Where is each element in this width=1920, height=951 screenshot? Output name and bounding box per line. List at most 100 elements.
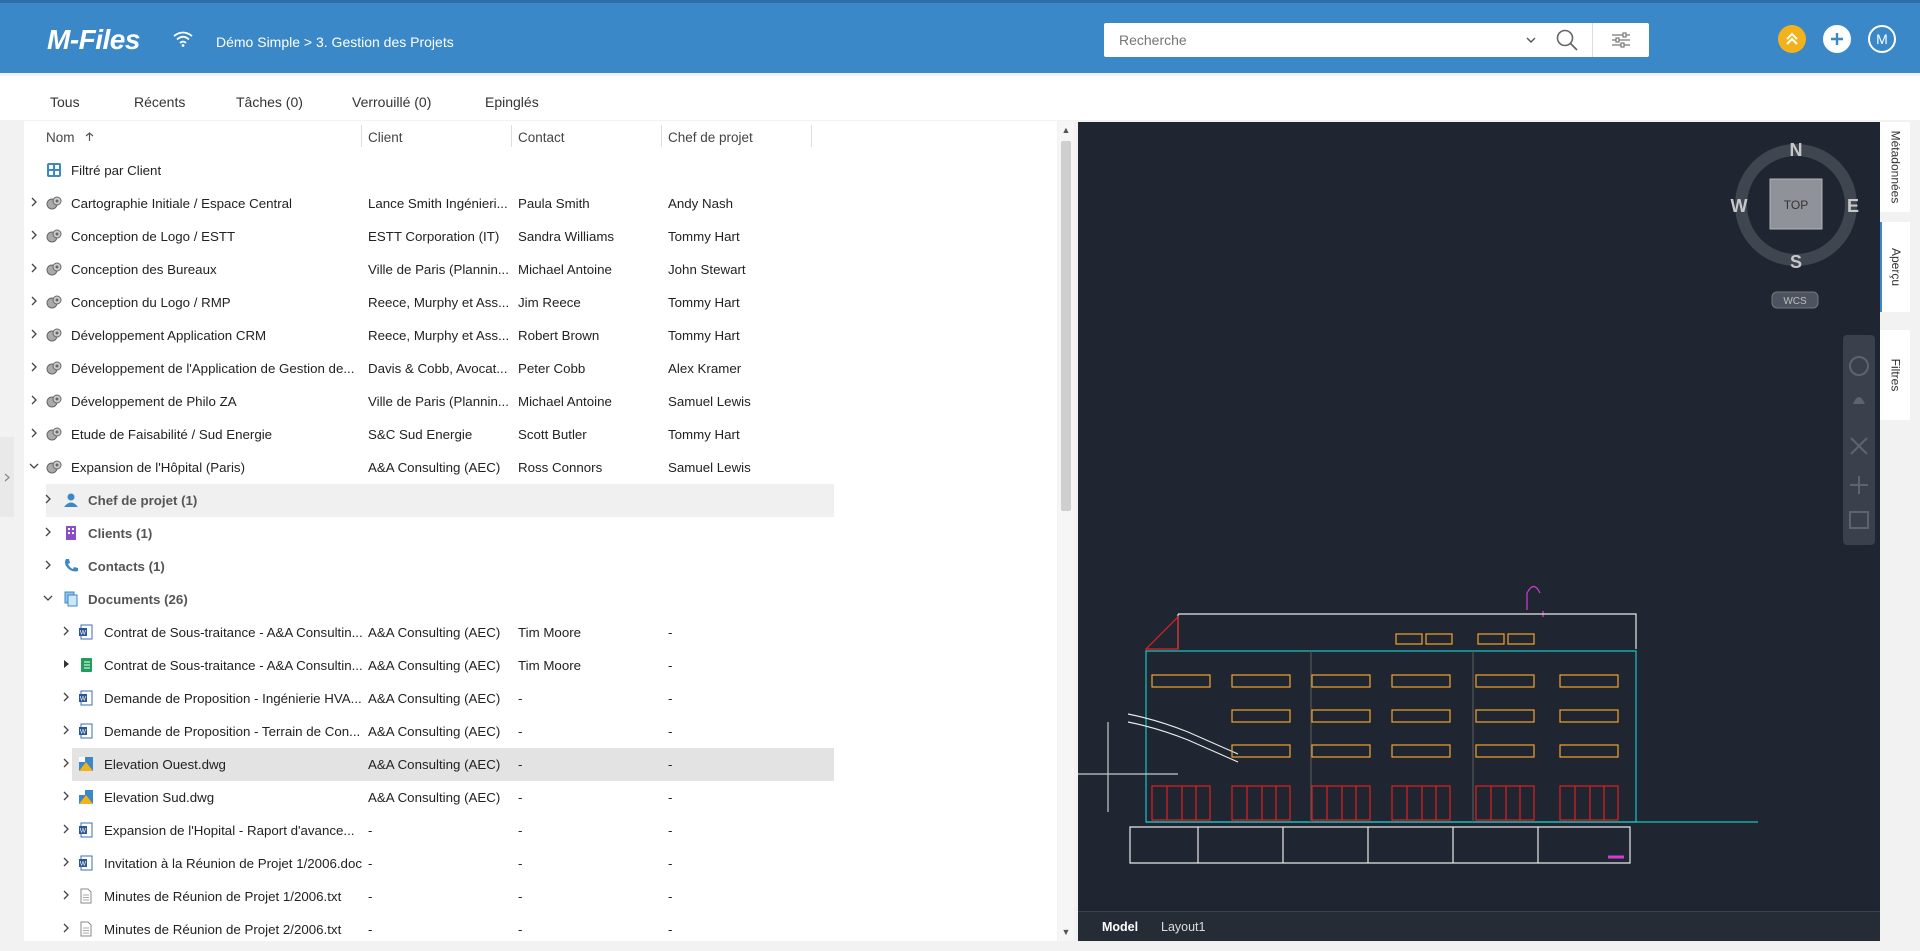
expand-chevron-icon[interactable] (43, 560, 53, 570)
expand-chevron-icon[interactable] (61, 923, 71, 933)
document-row[interactable]: Contrat de Sous-traitance - A&A Consulti… (24, 649, 834, 682)
mfiles-logo[interactable]: M-Files (47, 24, 140, 55)
search-options-dropdown[interactable] (1520, 33, 1542, 47)
column-chef-de-projet[interactable]: Chef de projet (668, 130, 753, 145)
list-scrollbar[interactable]: ▲ ▼ (1058, 121, 1074, 941)
group-row[interactable]: Clients (1) (43, 517, 834, 550)
tab-layout1[interactable]: Layout1 (1161, 920, 1206, 934)
view-tabs: Tous Récents Tâches (0) Verrouillé (0) E… (0, 76, 1920, 120)
notifications-button[interactable] (1778, 25, 1806, 53)
tab-taches[interactable]: Tâches (0) (236, 94, 303, 110)
document-row[interactable]: Elevation Sud.dwg A&A Consulting (AEC) -… (24, 781, 834, 814)
tab-verrouille[interactable]: Verrouillé (0) (352, 94, 432, 110)
group-row[interactable]: Contacts (1) (43, 550, 834, 583)
collapse-chevron-icon[interactable] (43, 593, 53, 603)
filter-sliders-icon (1612, 32, 1630, 48)
table-row[interactable]: Développement de l'Application de Gestio… (24, 352, 834, 385)
connection-icon (173, 31, 193, 47)
scroll-down-arrow[interactable]: ▼ (1061, 927, 1071, 937)
expand-chevron-icon[interactable] (29, 362, 39, 372)
sort-ascending-icon (85, 132, 94, 141)
document-contact: - (518, 724, 523, 739)
column-nom[interactable]: Nom (46, 130, 94, 145)
expand-chevron-icon[interactable] (29, 230, 39, 240)
column-contact[interactable]: Contact (518, 130, 565, 145)
collapse-chevron-icon[interactable] (29, 461, 39, 471)
expand-chevron-icon[interactable] (29, 395, 39, 405)
table-row[interactable]: Développement de Philo ZA Ville de Paris… (24, 385, 834, 418)
tab-metadonnees[interactable]: Métadonnées (1880, 122, 1910, 212)
search-input[interactable] (1104, 23, 1520, 57)
scroll-up-arrow[interactable]: ▲ (1061, 125, 1071, 135)
preview-pane: TOP N E S W WCS (1078, 122, 1880, 941)
user-menu-button[interactable]: M (1868, 25, 1896, 53)
table-row[interactable]: Conception de Logo / ESTT ESTT Corporati… (24, 220, 834, 253)
expand-chevron-icon[interactable] (29, 197, 39, 207)
column-divider[interactable] (511, 125, 512, 147)
document-chef: - (668, 889, 673, 904)
scroll-thumb[interactable] (1061, 141, 1071, 511)
document-row[interactable]: W Demande de Proposition - Ingénierie HVA… (24, 682, 834, 715)
cad-drawing[interactable]: TOP N E S W WCS (1078, 122, 1880, 911)
filter-row[interactable]: Filtré par Client (24, 154, 834, 187)
expand-chevron-icon[interactable] (61, 824, 71, 834)
group-row[interactable]: Chef de projet (1) (43, 484, 834, 517)
tab-model[interactable]: Model (1102, 920, 1139, 934)
tab-tous[interactable]: Tous (50, 94, 80, 110)
table-row[interactable]: Développement Application CRM Reece, Mur… (24, 319, 834, 352)
right-side-tabs: Métadonnées Aperçu Filtres (1880, 122, 1920, 941)
column-client[interactable]: Client (368, 130, 403, 145)
expand-chevron-icon[interactable] (61, 758, 71, 768)
expand-chevron-icon[interactable] (61, 725, 71, 735)
expand-chevron-icon[interactable] (61, 857, 71, 867)
column-divider[interactable] (361, 125, 362, 147)
table-row[interactable]: Conception des Bureaux Ville de Paris (P… (24, 253, 834, 286)
navigation-toolbar[interactable] (1843, 335, 1875, 545)
document-row[interactable]: Minutes de Réunion de Projet 1/2006.txt … (24, 880, 834, 913)
create-new-button[interactable] (1823, 25, 1851, 53)
tab-apercu[interactable]: Aperçu (1880, 222, 1910, 312)
expand-chevron-icon[interactable] (29, 428, 39, 438)
document-contact: Tim Moore (518, 625, 582, 640)
document-row[interactable]: W Demande de Proposition - Terrain de Con… (24, 715, 834, 748)
search-button[interactable] (1542, 23, 1592, 57)
expand-chevron-icon[interactable] (29, 263, 39, 273)
group-row[interactable]: Documents (26) (43, 583, 834, 616)
expand-chevron-icon[interactable] (61, 692, 71, 702)
tab-filtres[interactable]: Filtres (1880, 330, 1910, 420)
row-name: Développement de Philo ZA (71, 394, 237, 409)
breadcrumb[interactable]: Démo Simple > 3. Gestion des Projets (216, 34, 454, 50)
expand-chevron-icon[interactable] (43, 527, 53, 537)
document-name: Expansion de l'Hopital - Raport d'avance… (104, 823, 355, 838)
document-row[interactable]: Minutes de Réunion de Projet 2/2006.txt … (24, 913, 834, 941)
table-row[interactable]: Etude de Faisabilité / Sud Energie S&C S… (24, 418, 834, 451)
document-row[interactable]: Elevation Ouest.dwg A&A Consulting (AEC)… (63, 748, 834, 781)
document-row[interactable]: W Invitation à la Réunion de Projet 1/200… (24, 847, 834, 880)
table-row[interactable]: Conception du Logo / RMP Reece, Murphy e… (24, 286, 834, 319)
advanced-search-button[interactable] (1593, 23, 1649, 57)
expand-chevron-icon[interactable] (61, 791, 71, 801)
expand-chevron-icon[interactable] (61, 890, 71, 900)
svg-text:W: W (80, 696, 87, 703)
layout-tab-bar: Model Layout1 (1078, 911, 1880, 941)
viewcube-compass[interactable]: TOP N E S W WCS (1731, 140, 1860, 309)
row-contact: Sandra Williams (518, 229, 615, 244)
table-row[interactable]: Cartographie Initiale / Espace Central L… (24, 187, 834, 220)
expand-chevron-icon[interactable] (29, 296, 39, 306)
search-divider (1592, 23, 1593, 57)
expand-chevron-icon[interactable] (29, 329, 39, 339)
column-divider[interactable] (811, 125, 812, 147)
filter-label: Filtré par Client (71, 163, 162, 178)
column-divider[interactable] (661, 125, 662, 147)
tab-recents[interactable]: Récents (134, 94, 186, 110)
document-row[interactable]: W Expansion de l'Hopital - Raport d'avanc… (24, 814, 834, 847)
expand-chevron-icon[interactable] (43, 494, 53, 504)
row-name: Conception de Logo / ESTT (71, 229, 236, 244)
tab-epingles[interactable]: Epinglés (485, 94, 539, 110)
expand-chevron-icon[interactable] (61, 626, 71, 636)
left-pane-toggle[interactable] (0, 437, 14, 517)
document-row[interactable]: W Contrat de Sous-traitance - A&A Consult… (24, 616, 834, 649)
expand-arrow-icon[interactable] (61, 659, 71, 669)
chevrons-up-icon (1786, 32, 1798, 45)
table-row[interactable]: Expansion de l'Hôpital (Paris) A&A Consu… (24, 451, 834, 484)
